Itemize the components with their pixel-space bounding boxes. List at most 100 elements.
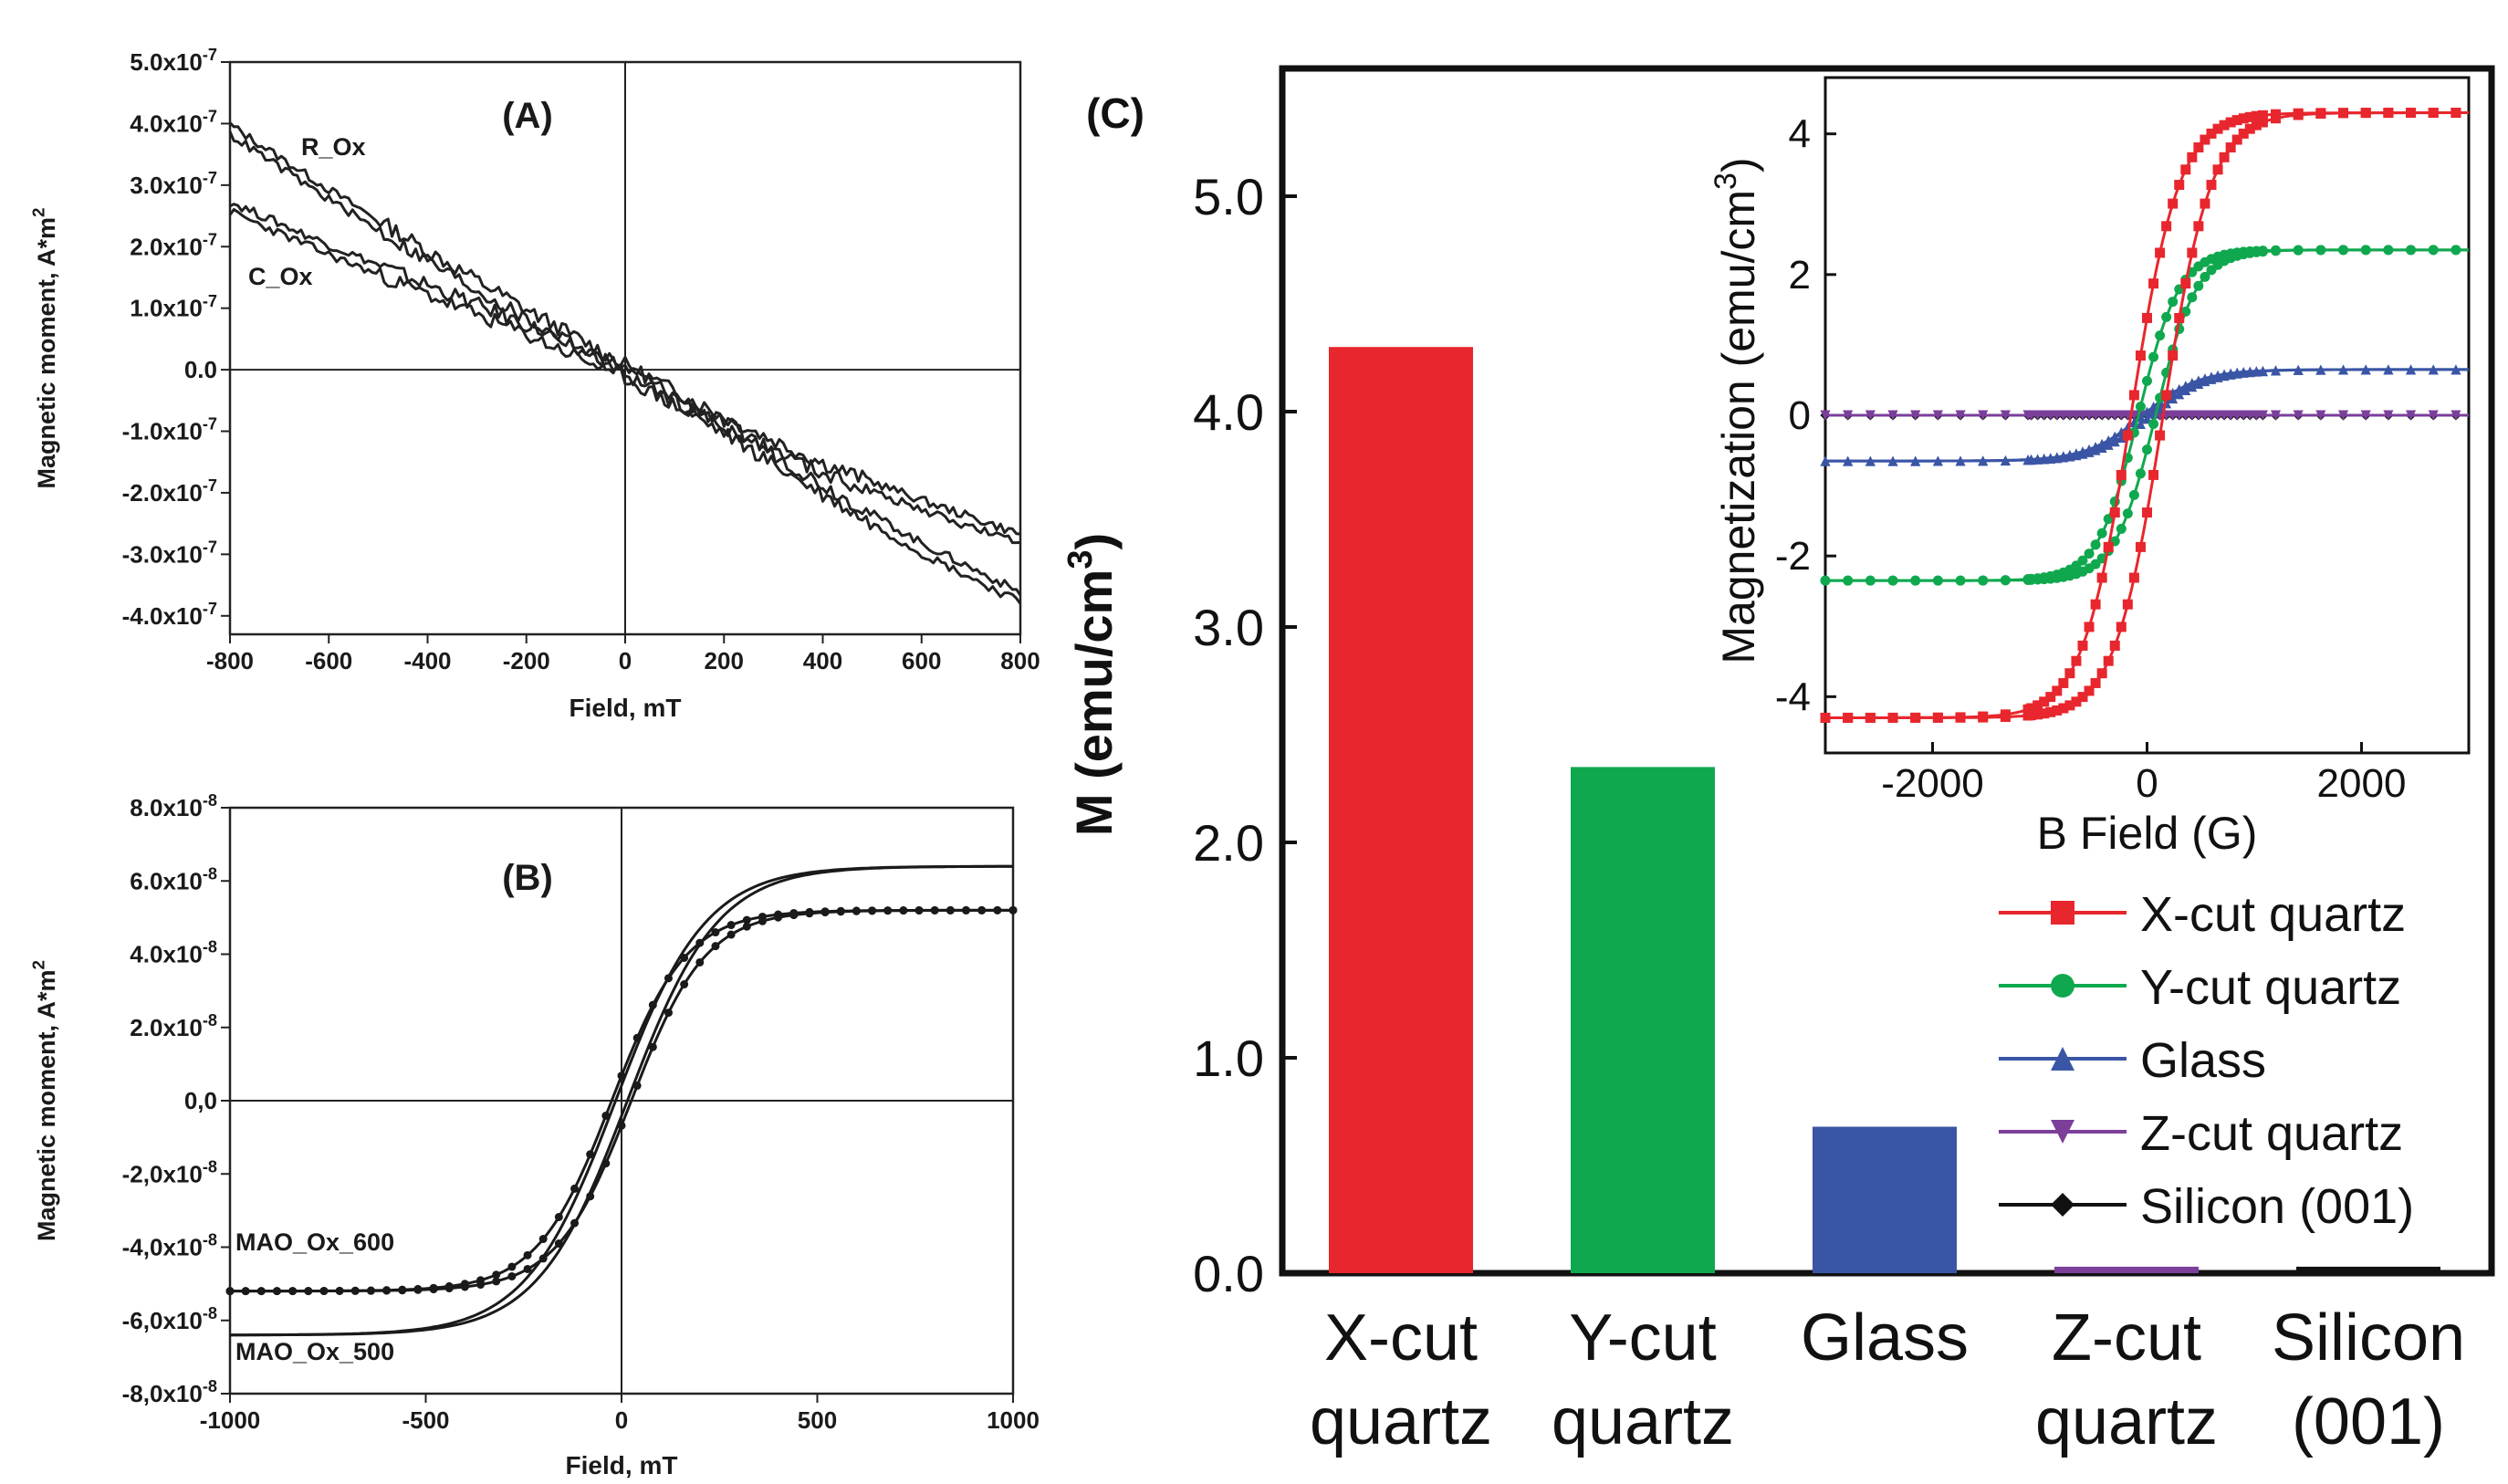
inset-series-marker-Glass xyxy=(2096,443,2107,454)
inset-series-marker-Glass xyxy=(2428,364,2439,375)
inset-series-marker-Glass xyxy=(2315,364,2326,375)
x-tick-label: X-cut xyxy=(1324,1301,1478,1374)
inset-series-marker-X-cut quartz xyxy=(1955,712,1966,723)
inset-series-marker-X-cut quartz xyxy=(2383,108,2394,119)
legend-label: Glass xyxy=(2140,1033,2266,1088)
inset-series-marker-X-cut quartz xyxy=(2187,152,2198,162)
inset-series-marker-X-cut quartz xyxy=(2090,599,2101,610)
inset-series-marker-X-cut quartz xyxy=(2148,469,2159,480)
inset-x-tick-label: 0 xyxy=(2136,761,2158,806)
series-marker-MAO_Ox_600 xyxy=(570,1218,580,1228)
inset-series-marker-X-cut quartz xyxy=(2251,110,2262,121)
inset-series-marker-Glass xyxy=(2187,381,2198,392)
inset-series-marker-X-cut quartz xyxy=(2122,599,2133,610)
inset-series-marker-X-cut quartz xyxy=(2231,115,2242,126)
y-tick-label: -1.0x10-7 xyxy=(122,415,217,445)
inset-series-marker-X-cut quartz xyxy=(2187,247,2198,258)
inset-series-marker-Z-cut quartz xyxy=(2451,410,2461,421)
inset-series-marker-X-cut quartz xyxy=(2077,640,2088,651)
legend-label: X-cut quartz xyxy=(2140,887,2406,942)
inset-series-marker-Z-cut quartz xyxy=(2052,410,2063,421)
inset-series-marker-Glass xyxy=(1932,455,1943,466)
inset-series-marker-X-cut quartz xyxy=(2257,117,2268,128)
inset-series-marker-X-cut quartz xyxy=(1820,712,1831,723)
inset-series-marker-X-cut quartz xyxy=(2219,120,2230,131)
inset-series-marker-Y-cut quartz xyxy=(2148,419,2159,430)
inset-series-marker-Glass xyxy=(2109,436,2120,447)
inset-series-marker-X-cut quartz xyxy=(2096,668,2107,679)
inset-series-marker-Z-cut quartz xyxy=(2219,410,2230,421)
inset-series-marker-Z-cut quartz xyxy=(2039,410,2050,421)
inset-series-marker-Y-cut quartz xyxy=(2257,246,2268,257)
series-marker-MAO_Ox_600 xyxy=(570,1184,580,1193)
series-marker-MAO_Ox_600 xyxy=(507,1271,517,1280)
series-marker-MAO_Ox_600 xyxy=(977,905,987,914)
inset-series-marker-X-cut quartz xyxy=(2219,152,2230,162)
inset-series-marker-X-cut quartz xyxy=(2315,109,2326,120)
inset-series-marker-Glass xyxy=(2383,364,2394,375)
inset-series-marker-Y-cut quartz xyxy=(2155,330,2166,341)
inset-series-marker-Z-cut quartz xyxy=(2109,410,2120,421)
series-line-MAO_Ox_500 xyxy=(230,864,1013,1337)
inset-series-marker-X-cut quartz xyxy=(2206,128,2217,139)
inset-series-marker-X-cut quartz xyxy=(2084,685,2095,696)
inset-series-marker-Z-cut quartz xyxy=(2084,410,2095,421)
legend-label: Y-cut quartz xyxy=(2140,960,2401,1015)
inset-series-marker-Y-cut quartz xyxy=(2128,489,2139,500)
annotation-c-ox: C_Ox xyxy=(248,263,313,290)
inset-series-marker-Y-cut quartz xyxy=(1843,575,1854,586)
series-marker-MAO_Ox_600 xyxy=(523,1264,532,1273)
inset-series-marker-Glass xyxy=(2000,455,2011,466)
inset-series-marker-X-cut quartz xyxy=(2238,113,2249,124)
inset-series-marker-X-cut quartz xyxy=(2033,709,2043,720)
inset-series-marker-Z-cut quartz xyxy=(2406,410,2417,421)
series-marker-MAO_Ox_600 xyxy=(789,911,799,920)
inset-series-marker-X-cut quartz xyxy=(2212,123,2223,134)
inset-series-marker-X-cut quartz xyxy=(2155,430,2166,441)
inset-series-marker-Y-cut quartz xyxy=(2090,539,2101,550)
inset-series-marker-X-cut quartz xyxy=(2026,710,2037,721)
y-tick-label: 3.0 xyxy=(1193,599,1264,656)
series-marker-MAO_Ox_600 xyxy=(930,905,939,914)
inset-series-marker-Glass xyxy=(2026,455,2037,465)
inset-series-marker-X-cut quartz xyxy=(2116,469,2127,480)
series-marker-MAO_Ox_600 xyxy=(742,922,751,931)
annotation-r-ox: R_Ox xyxy=(301,133,366,161)
inset-series-marker-Z-cut quartz xyxy=(1887,410,1898,421)
inset-series-marker-Glass xyxy=(2193,378,2204,389)
inset-x-axis-label: B Field (G) xyxy=(2037,808,2258,859)
y-tick-label: 6.0x10-8 xyxy=(130,864,217,894)
inset-series-marker-Y-cut quartz xyxy=(2271,246,2281,256)
inset-series-marker-X-cut quartz xyxy=(2109,507,2120,518)
bar-glass xyxy=(1813,1126,1957,1273)
inset-series-marker-Z-cut quartz xyxy=(2180,410,2191,421)
inset-series-marker-Z-cut quartz xyxy=(2244,410,2255,421)
inset-series-marker-X-cut quartz xyxy=(2058,703,2069,714)
inset-series-marker-X-cut quartz xyxy=(2180,278,2191,289)
series-marker-MAO_Ox_600 xyxy=(288,1287,298,1296)
series-marker-MAO_Ox_600 xyxy=(899,906,908,915)
inset-series-marker-Z-cut quartz xyxy=(2206,410,2217,421)
y-tick-label: 2.0x10-8 xyxy=(130,1011,217,1041)
inset-series-marker-X-cut quartz xyxy=(1865,712,1876,723)
inset-series-marker-X-cut quartz xyxy=(2090,677,2101,688)
inset-series-marker-X-cut quartz xyxy=(2168,350,2179,361)
inset-series-marker-X-cut quartz xyxy=(2128,390,2139,401)
inset-series-marker-Y-cut quartz xyxy=(2077,555,2088,566)
inset-series-marker-Y-cut quartz xyxy=(2090,559,2101,570)
inset-series-marker-X-cut quartz xyxy=(2039,696,2050,707)
series-marker-MAO_Ox_600 xyxy=(523,1250,532,1259)
x-axis-label: Field, mT xyxy=(570,694,682,722)
panel-a: -800 -600 -400 -200 0 200 400 600 800 5.0x10-7 4.0… xyxy=(30,46,1040,722)
y-tick-label: 5.0x10-7 xyxy=(130,46,217,76)
inset-series-marker-X-cut quartz xyxy=(2161,221,2172,232)
y-tick-label: -3.0x10-7 xyxy=(122,538,217,568)
inset-series-marker-Z-cut quartz xyxy=(2045,410,2056,421)
series-marker-MAO_Ox_600 xyxy=(868,906,877,915)
inset-series-marker-Y-cut quartz xyxy=(2000,575,2011,586)
series-marker-MAO_Ox_600 xyxy=(444,1284,454,1293)
series-marker-MAO_Ox_600 xyxy=(632,1082,642,1091)
series-marker-MAO_Ox_600 xyxy=(319,1287,329,1296)
inset-series-marker-X-cut quartz xyxy=(2200,134,2210,145)
inset-series-marker-X-cut quartz xyxy=(2045,692,2056,703)
